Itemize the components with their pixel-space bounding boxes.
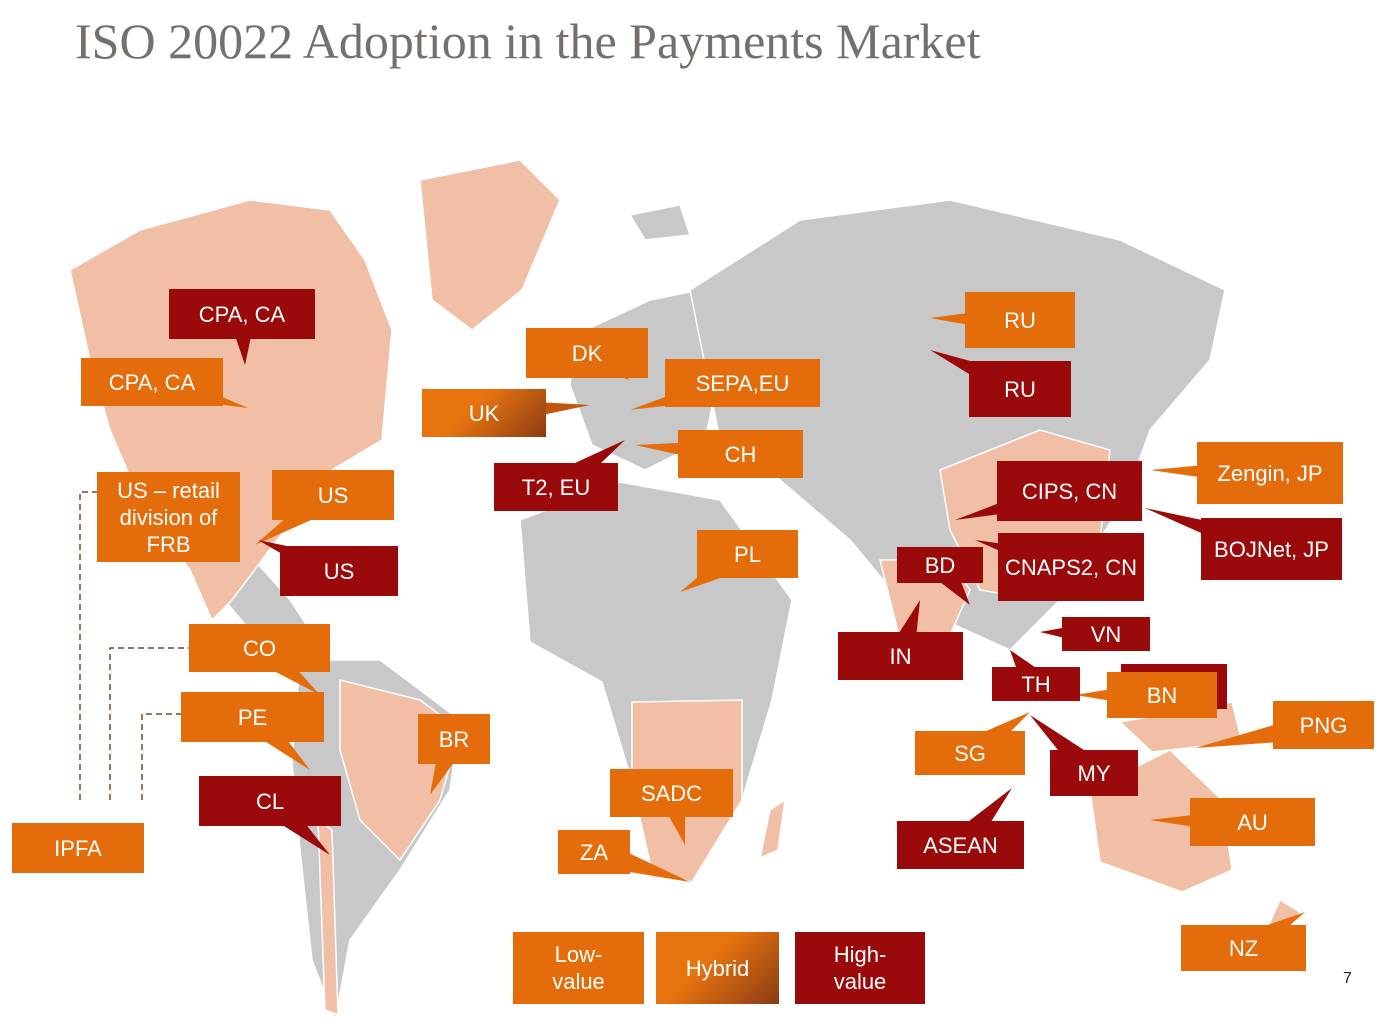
svalbard	[628, 204, 692, 241]
callout-label: VN	[1062, 617, 1150, 651]
callout-label: NZ	[1181, 925, 1306, 971]
callout-label: IN	[838, 632, 963, 680]
callout-label: PL	[697, 530, 798, 578]
callout-label: UK	[422, 389, 546, 437]
callout-label: PE	[181, 692, 324, 742]
callout-label: CPA, CA	[169, 289, 315, 339]
callout-label: BOJNet, JP	[1201, 518, 1342, 580]
callout-label: CIPS, CN	[997, 461, 1142, 521]
legend-entry: High-value	[795, 932, 925, 1004]
callout-label: SG	[915, 731, 1025, 775]
callout-label: T2, EU	[494, 463, 618, 511]
chile	[317, 818, 339, 1017]
greenland	[419, 159, 561, 331]
connector	[141, 713, 181, 800]
callout-label: ASEAN	[897, 821, 1024, 869]
callout-label: DK	[526, 328, 648, 378]
callout-label: RU	[965, 292, 1075, 348]
callout-label: MY	[1050, 750, 1138, 796]
callout-label: CL	[199, 776, 341, 826]
callout-label: US	[272, 470, 394, 520]
ipfa-connectors	[79, 491, 189, 800]
connector	[79, 491, 97, 800]
page-number: 7	[1343, 970, 1352, 987]
callout-label: RU	[969, 361, 1071, 417]
slide-title: ISO 20022 Adoption in the Payments Marke…	[75, 13, 981, 69]
callout-label: US – retail division of FRB	[97, 472, 240, 562]
callout-label: BR	[418, 714, 490, 764]
madagascar	[758, 798, 786, 860]
callout-label: BN	[1107, 672, 1217, 718]
callout-label: TH	[992, 667, 1080, 701]
legend-entry: Low-value	[513, 932, 644, 1004]
callout-label: IPFA	[12, 823, 144, 873]
callout-label: Zengin, JP	[1197, 442, 1343, 504]
callout-label: CPA, CA	[81, 358, 223, 406]
callout-label: BD	[897, 547, 983, 583]
connector	[109, 647, 189, 800]
callout-label: CO	[189, 624, 330, 672]
callout-label: SADC	[610, 769, 733, 817]
callout-label: PNG	[1273, 701, 1374, 749]
callout-label: SEPA,EU	[665, 359, 820, 407]
callout-label: ZA	[558, 830, 630, 874]
callout-label: CNAPS2, CN	[998, 533, 1144, 601]
legend-entry: Hybrid	[656, 932, 779, 1004]
callout-label: US	[280, 546, 398, 596]
callout-label: CH	[678, 430, 803, 478]
callout-label: AU	[1190, 798, 1315, 846]
